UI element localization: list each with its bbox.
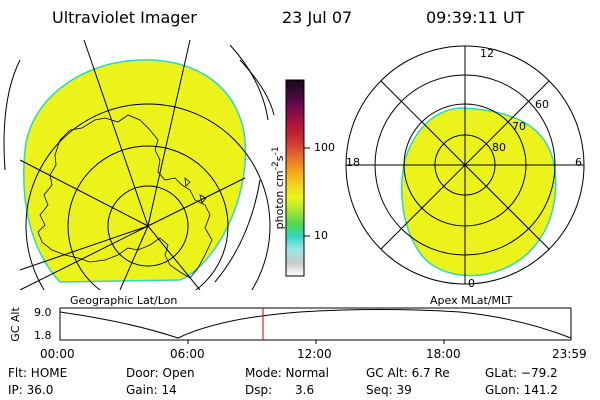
colorbar-unit-sup: -1 [270,146,282,156]
geo-coastline [37,114,213,279]
colorbar-unit-sup: -2 [270,161,282,171]
mlt-label-18: 18 [346,156,360,169]
colorbar-unit-s: s [272,155,286,162]
status-flight: Flt: HOME [8,366,68,380]
colorbar-tick-100: 100 [314,141,335,154]
timeline-x-tick: 12:00 [297,347,332,361]
timeline-x-tick: 00:00 [40,347,75,361]
geo-panel-label: Geographic Lat/Lon [70,294,178,307]
status-glat: GLat: −79.2 [485,366,558,380]
mlat-label-80: 80 [492,141,506,154]
colorbar-unit-text: photon cm [272,170,286,230]
polar-panel-label: Apex MLat/MLT [430,294,513,307]
colorbar-tick-10: 10 [314,229,328,242]
status-ip: IP: 36.0 [8,383,54,397]
mlat-label-70: 70 [512,120,526,133]
time-label: 09:39:11 UT [426,8,525,27]
timeline-x-tick: 23:59 [552,347,587,361]
timeline-y-tick: 1.8 [34,329,52,342]
timeline-x-tick: 18:00 [426,347,461,361]
geo-lat-circle [67,145,229,290]
status-gain: Gain: 14 [126,383,177,397]
instrument-title: Ultraviolet Imager [52,8,197,27]
colorbar-unit: photon cm-2s-1 [270,118,286,258]
mlt-label-0: 0 [468,277,475,290]
timeline-y-tick: 9.0 [34,306,52,319]
geographic-map [3,40,275,290]
status-seq: Seq: 39 [366,383,412,397]
status-dsp: Dsp: 3.6 [245,383,315,397]
mlt-label-12: 12 [480,47,494,60]
timeline-x-tick: 06:00 [170,347,205,361]
mlat-label-60: 60 [535,98,549,111]
date-label: 23 Jul 07 [282,8,353,27]
colorbar [285,79,310,277]
altitude-curve [59,309,572,339]
status-gc-alt: GC Alt: 6.7 Re [366,366,450,380]
status-glon: GLon: 141.2 [485,383,558,397]
geo-lat-circle [107,185,189,267]
mlt-label-6: 6 [575,156,582,169]
status-mode: Mode: Normal [245,366,329,380]
geo-aurora-disk [23,59,247,283]
status-door: Door: Open [126,366,195,380]
altitude-timeline [59,307,572,344]
geo-lat-circle [25,103,271,290]
polar-map [345,45,585,285]
timeline-y-label: GC Alt [8,307,22,342]
